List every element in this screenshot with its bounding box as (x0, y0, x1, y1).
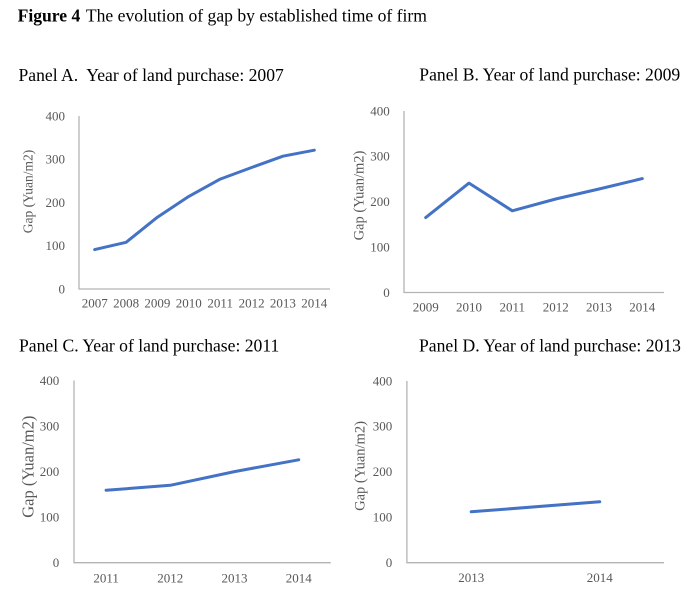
svg-text:100: 100 (370, 239, 390, 254)
svg-text:100: 100 (40, 510, 60, 525)
svg-text:2014: 2014 (629, 299, 656, 314)
svg-text:0: 0 (59, 281, 66, 296)
svg-text:300: 300 (46, 152, 66, 167)
svg-text:2013: 2013 (222, 571, 248, 586)
svg-text:300: 300 (370, 149, 390, 164)
svg-text:Gap (Yuan/m2): Gap (Yuan/m2) (21, 150, 36, 234)
svg-text:2014: 2014 (301, 296, 328, 311)
svg-text:200: 200 (46, 195, 66, 210)
svg-text:Panel D. Year of land purchase: Panel D. Year of land purchase: 2013 (419, 336, 681, 356)
svg-text:2011: 2011 (207, 296, 233, 311)
svg-text:2013: 2013 (586, 299, 612, 314)
svg-text:Panel C. Year of land purchase: Panel C. Year of land purchase: 2011 (19, 336, 279, 356)
svg-text:2014: 2014 (286, 571, 313, 586)
svg-text:400: 400 (46, 108, 66, 123)
svg-text:2011: 2011 (500, 299, 526, 314)
svg-text:200: 200 (40, 464, 60, 479)
svg-text:200: 200 (373, 464, 393, 479)
svg-text:2010: 2010 (456, 299, 482, 314)
svg-text:2009: 2009 (144, 296, 170, 311)
svg-text:Gap (Yuan/m2): Gap (Yuan/m2) (353, 421, 369, 511)
svg-text:Gap (Yuan/m2): Gap (Yuan/m2) (19, 416, 38, 518)
svg-text:0: 0 (53, 555, 60, 570)
svg-text:2007: 2007 (82, 296, 109, 311)
svg-text:2013: 2013 (270, 296, 296, 311)
svg-text:0: 0 (386, 555, 393, 570)
svg-text:400: 400 (40, 373, 60, 388)
svg-text:300: 300 (373, 419, 393, 434)
svg-text:2012: 2012 (543, 299, 569, 314)
svg-text:2009: 2009 (413, 299, 439, 314)
svg-text:400: 400 (373, 373, 393, 388)
svg-text:Figure 4 The evolution of gap: Figure 4 The evolution of gap by establi… (18, 6, 428, 26)
svg-text:2011: 2011 (93, 571, 119, 586)
svg-text:2008: 2008 (113, 296, 139, 311)
svg-text:2014: 2014 (587, 570, 614, 585)
svg-text:100: 100 (46, 238, 66, 253)
svg-text:Panel B. Year of land purchase: Panel B. Year of land purchase: 2009 (419, 65, 680, 85)
svg-text:200: 200 (370, 194, 390, 209)
svg-text:400: 400 (370, 103, 390, 118)
svg-text:0: 0 (383, 285, 390, 300)
svg-text:2012: 2012 (157, 571, 183, 586)
svg-text:100: 100 (373, 510, 393, 525)
svg-text:300: 300 (40, 418, 60, 433)
svg-text:Gap (Yuan/m2): Gap (Yuan/m2) (352, 150, 368, 240)
svg-text:2012: 2012 (239, 296, 265, 311)
svg-text:2013: 2013 (458, 570, 484, 585)
svg-text:Panel A. Year of land purchas: Panel A. Year of land purchase: 2007 (19, 65, 285, 85)
svg-text:2010: 2010 (176, 296, 202, 311)
